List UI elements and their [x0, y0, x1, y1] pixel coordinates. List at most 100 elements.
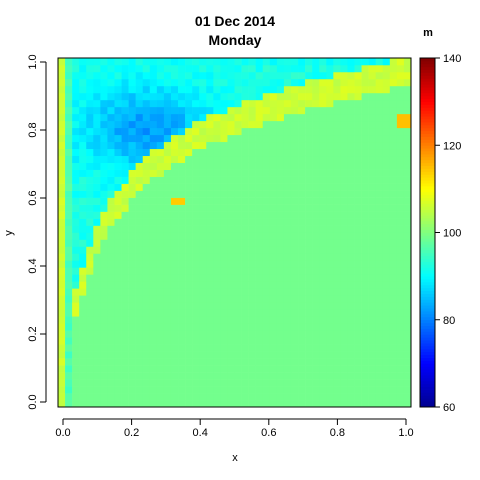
- colorbar-segment: [420, 145, 435, 149]
- heatmap-cell: [227, 71, 235, 80]
- heatmap-cell: [375, 71, 384, 80]
- heatmap-cell: [276, 141, 285, 150]
- heatmap-cell: [185, 120, 193, 129]
- heatmap-cell: [163, 316, 172, 324]
- heatmap-cell: [93, 246, 101, 254]
- heatmap-cell: [65, 120, 73, 129]
- heatmap-cell: [170, 274, 179, 282]
- heatmap-cell: [269, 225, 278, 233]
- heatmap-cell: [185, 155, 193, 163]
- heatmap-cell: [340, 183, 348, 191]
- heatmap-cell: [142, 260, 151, 268]
- heatmap-cell: [298, 351, 306, 359]
- heatmap-cell: [234, 302, 242, 310]
- heatmap-cell: [128, 176, 136, 184]
- heatmap-cell: [312, 267, 320, 275]
- heatmap-cell: [178, 316, 186, 324]
- heatmap-cell: [368, 71, 376, 80]
- heatmap-cell: [326, 85, 334, 94]
- heatmap-cell: [114, 267, 122, 275]
- colorbar-segment: [420, 107, 435, 111]
- heatmap-cell: [86, 211, 94, 219]
- heatmap-cell: [283, 260, 292, 268]
- heatmap-cell: [305, 197, 313, 205]
- heatmap-cell: [396, 372, 405, 380]
- heatmap-cell: [389, 260, 398, 268]
- heatmap-cell: [276, 204, 285, 212]
- heatmap-cell: [354, 169, 362, 177]
- heatmap-cell: [107, 372, 115, 380]
- heatmap-cell: [192, 113, 200, 122]
- heatmap-cell: [213, 400, 221, 408]
- heatmap-cell: [276, 260, 285, 268]
- heatmap-cell: [333, 183, 341, 191]
- heatmap-cell: [269, 316, 278, 324]
- heatmap-cell: [283, 309, 292, 317]
- heatmap-cell: [326, 393, 334, 401]
- heatmap-cell: [107, 267, 115, 275]
- heatmap-cell: [178, 58, 186, 66]
- heatmap-cell: [227, 148, 235, 157]
- heatmap-cell: [79, 295, 87, 303]
- heatmap-cell: [213, 260, 221, 268]
- heatmap-cell: [213, 358, 221, 366]
- heatmap-cell: [114, 183, 122, 191]
- heatmap-cell: [305, 386, 313, 394]
- heatmap-cell: [375, 106, 384, 115]
- heatmap-cell: [354, 106, 362, 115]
- heatmap-cell: [354, 183, 362, 191]
- heatmap-cell: [319, 225, 327, 233]
- heatmap-cell: [255, 113, 264, 122]
- heatmap-cell: [347, 260, 355, 268]
- heatmap-cell: [403, 64, 412, 73]
- heatmap-cell: [283, 239, 292, 247]
- heatmap-cell: [290, 323, 299, 331]
- heatmap-cell: [298, 148, 306, 157]
- heatmap-cell: [305, 344, 313, 352]
- heatmap-cell: [241, 211, 249, 219]
- colorbar-segment: [420, 302, 435, 306]
- heatmap-cell: [100, 148, 108, 157]
- heatmap-cell: [213, 309, 221, 317]
- heatmap-cell: [403, 120, 412, 129]
- heatmap-cell: [149, 323, 158, 331]
- heatmap-cell: [333, 358, 341, 366]
- heatmap-cell: [107, 358, 115, 366]
- heatmap-cell: [269, 169, 278, 177]
- heatmap-cell: [170, 344, 179, 352]
- heatmap-cell: [72, 183, 80, 191]
- heatmap-cell: [135, 155, 144, 163]
- heatmap-cell: [206, 190, 214, 198]
- heatmap-cell: [382, 302, 391, 310]
- heatmap-cell: [347, 330, 355, 338]
- heatmap-cell: [382, 351, 391, 359]
- heatmap-cell: [241, 400, 249, 408]
- heatmap-cell: [241, 232, 249, 240]
- heatmap-cell: [58, 155, 66, 163]
- heatmap-cell: [389, 113, 398, 122]
- heatmap-cell: [382, 127, 391, 136]
- heatmap-cell: [93, 379, 101, 387]
- heatmap-cell: [121, 190, 129, 198]
- heatmap-cell: [269, 106, 278, 115]
- heatmap-cell: [58, 106, 66, 115]
- heatmap-cell: [128, 58, 136, 66]
- heatmap-cell: [185, 288, 193, 296]
- heatmap-cell: [305, 232, 313, 240]
- heatmap-cell: [121, 365, 129, 373]
- heatmap-cell: [312, 211, 320, 219]
- colorbar-segment: [420, 241, 435, 245]
- heatmap-cell: [227, 99, 235, 108]
- x-tick-label: 0.8: [330, 427, 345, 439]
- heatmap-cell: [220, 267, 228, 275]
- heatmap-cell: [93, 351, 101, 359]
- colorbar-segment: [420, 244, 435, 248]
- heatmap-cell: [326, 379, 334, 387]
- heatmap-cell: [121, 197, 129, 205]
- heatmap-cell: [234, 218, 242, 226]
- heatmap-cell: [354, 211, 362, 219]
- heatmap-cell: [298, 239, 306, 247]
- heatmap-cell: [403, 288, 412, 296]
- heatmap-cell: [86, 372, 94, 380]
- heatmap-cell: [290, 295, 299, 303]
